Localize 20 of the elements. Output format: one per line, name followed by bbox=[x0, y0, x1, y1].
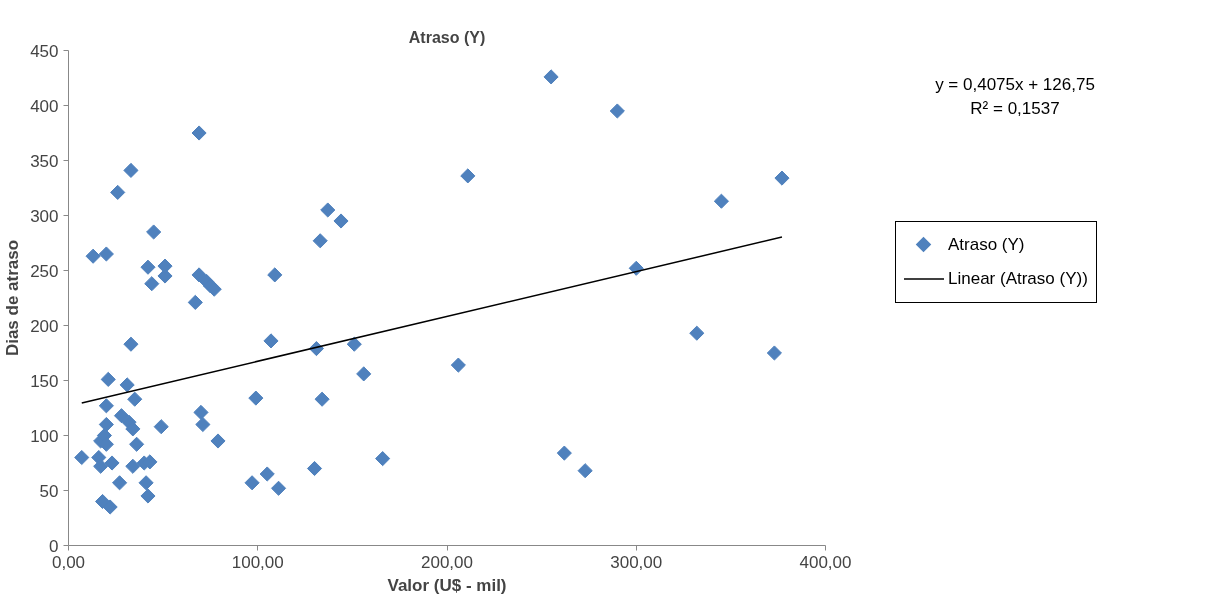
y-tick-label: 150 bbox=[30, 371, 59, 391]
y-tick-label: 450 bbox=[30, 41, 59, 61]
legend-label: Atraso (Y) bbox=[948, 234, 1025, 256]
x-axis-title: Valor (U$ - mil) bbox=[387, 575, 507, 595]
x-tick-label: 100,00 bbox=[231, 552, 284, 572]
x-tick-label: 200,00 bbox=[421, 552, 473, 572]
text: R² = 0,1537 bbox=[969, 98, 1061, 120]
text: y = 0,4075x + 126,75 bbox=[934, 74, 1096, 96]
y-tick-label: 300 bbox=[30, 206, 59, 226]
x-tick-label: 400,00 bbox=[799, 552, 852, 572]
y-tick-label: 250 bbox=[30, 261, 59, 281]
y-tick-label: 400 bbox=[30, 96, 59, 116]
y-tick-label: 200 bbox=[30, 316, 59, 336]
legend-label: Linear (Atraso (Y)) bbox=[948, 268, 1088, 290]
y-tick-label: 100 bbox=[30, 426, 59, 446]
x-tick-label: 300,00 bbox=[610, 552, 663, 572]
y-tick-label: 350 bbox=[30, 151, 59, 171]
y-tick-label: 50 bbox=[39, 481, 59, 501]
chart-title: Atraso (Y) bbox=[408, 28, 486, 46]
y-axis-title: Dias de atraso bbox=[3, 239, 23, 357]
